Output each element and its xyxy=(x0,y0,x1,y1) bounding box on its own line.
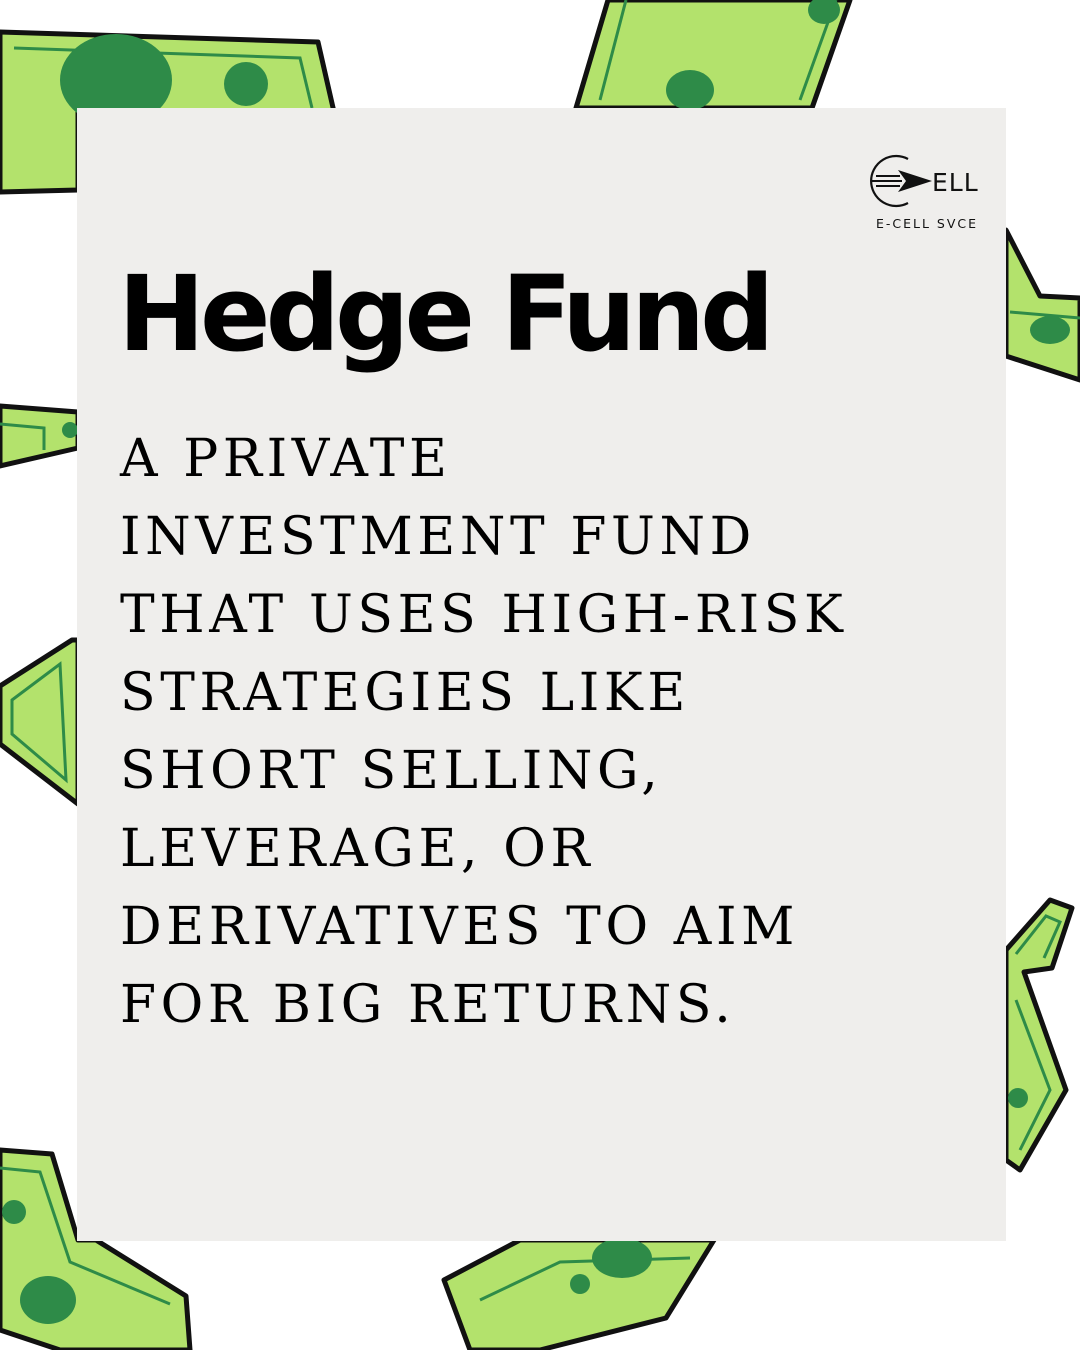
definition-line: LEVERAGE, OR xyxy=(120,819,595,879)
content-card xyxy=(77,108,1006,1241)
e-cell-logo: ELL E-CELL SVCE xyxy=(862,152,992,236)
money-bill-icon xyxy=(0,637,81,807)
definition-line: THAT USES HIGH-RISK xyxy=(120,585,848,645)
definition-line: INVESTMENT FUND xyxy=(120,507,756,567)
definition-line: SHORT SELLING, xyxy=(120,741,663,801)
page-title: Hedge Fund xyxy=(118,253,775,375)
money-bill-icon xyxy=(0,403,81,469)
definition-line: DERIVATIVES TO AIM xyxy=(120,897,799,957)
logo-wordmark: ELL xyxy=(932,168,979,197)
definition-line: A PRIVATE xyxy=(120,429,452,489)
e-cell-logo-icon: ELL xyxy=(870,154,979,208)
money-bill-icon xyxy=(441,1237,717,1350)
definition-line: FOR BIG RETURNS. xyxy=(120,975,736,1035)
definition-line: STRATEGIES LIKE xyxy=(120,663,690,723)
money-bill-icon xyxy=(1003,227,1080,383)
money-bill-icon xyxy=(0,1147,193,1350)
definition-text: A PRIVATE INVESTMENT FUND THAT USES HIGH… xyxy=(120,420,980,1044)
money-bill-icon xyxy=(1003,897,1075,1173)
money-bill-icon xyxy=(573,0,853,111)
logo-caption: E-CELL SVCE xyxy=(875,216,979,231)
